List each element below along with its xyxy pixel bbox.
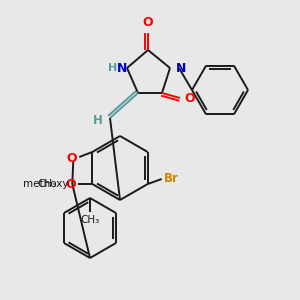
Text: methoxy: methoxy xyxy=(23,179,68,189)
Text: Br: Br xyxy=(164,172,178,184)
Text: O: O xyxy=(184,92,195,104)
Text: O: O xyxy=(143,16,153,29)
Text: N: N xyxy=(176,61,186,74)
Text: N: N xyxy=(117,61,127,74)
Text: O: O xyxy=(67,152,77,164)
Text: H: H xyxy=(93,115,103,128)
Text: H: H xyxy=(108,63,118,73)
Text: CH₃: CH₃ xyxy=(37,179,56,189)
Text: CH₃: CH₃ xyxy=(80,215,100,225)
Text: O: O xyxy=(66,178,76,190)
